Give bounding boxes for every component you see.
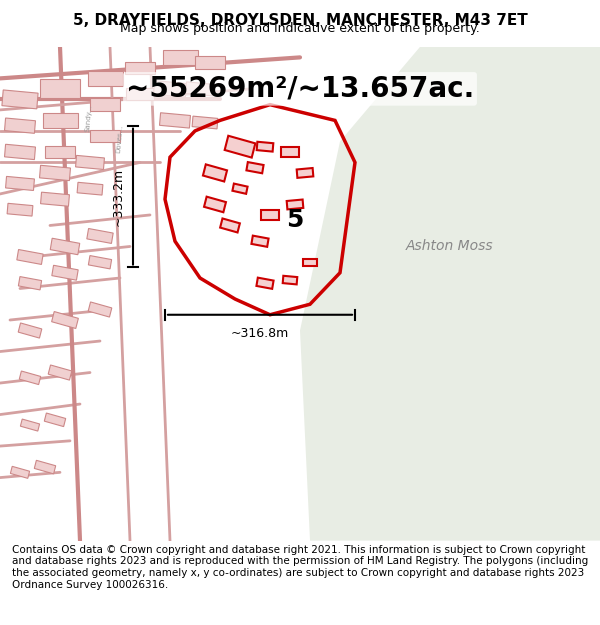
Bar bbox=[251, 236, 269, 247]
Bar bbox=[10, 466, 29, 478]
Bar bbox=[163, 49, 197, 65]
Bar bbox=[48, 365, 72, 380]
Bar bbox=[17, 249, 43, 264]
Bar bbox=[90, 98, 120, 111]
Bar bbox=[261, 210, 279, 219]
Bar bbox=[34, 460, 56, 474]
Bar bbox=[126, 88, 154, 100]
Text: 5: 5 bbox=[286, 208, 304, 232]
Bar bbox=[20, 419, 40, 431]
Bar bbox=[41, 192, 70, 206]
Bar bbox=[40, 165, 70, 181]
Bar bbox=[203, 164, 227, 181]
Bar bbox=[44, 413, 65, 427]
Bar bbox=[125, 62, 155, 74]
Bar bbox=[296, 168, 313, 178]
Bar bbox=[247, 162, 263, 173]
Bar bbox=[40, 79, 80, 98]
Bar bbox=[154, 81, 187, 97]
Bar bbox=[281, 148, 299, 157]
Bar bbox=[5, 144, 35, 159]
Bar bbox=[185, 82, 214, 96]
Bar bbox=[19, 371, 41, 384]
Bar bbox=[257, 142, 274, 152]
Bar bbox=[45, 146, 75, 158]
Bar bbox=[220, 219, 240, 232]
Bar bbox=[50, 238, 80, 255]
Text: ~316.8m: ~316.8m bbox=[231, 328, 289, 341]
Bar bbox=[18, 323, 42, 338]
Polygon shape bbox=[300, 47, 600, 541]
Bar bbox=[88, 256, 112, 269]
Bar bbox=[19, 277, 41, 290]
Bar bbox=[283, 276, 297, 284]
Bar bbox=[204, 197, 226, 212]
Bar bbox=[160, 112, 190, 128]
Bar bbox=[224, 136, 256, 158]
Text: Map shows position and indicative extent of the property.: Map shows position and indicative extent… bbox=[120, 22, 480, 35]
Bar bbox=[5, 176, 34, 191]
Bar bbox=[195, 56, 225, 69]
Text: 5, DRAYFIELDS, DROYLSDEN, MANCHESTER, M43 7ET: 5, DRAYFIELDS, DROYLSDEN, MANCHESTER, M4… bbox=[73, 13, 527, 28]
Bar bbox=[43, 112, 77, 128]
Text: Ashton Moss: Ashton Moss bbox=[406, 239, 494, 254]
Bar bbox=[192, 116, 218, 129]
Bar bbox=[287, 199, 304, 209]
Bar bbox=[87, 229, 113, 243]
Bar bbox=[90, 130, 120, 142]
Bar bbox=[76, 156, 104, 169]
Bar bbox=[52, 265, 78, 280]
Text: Sandy...: Sandy... bbox=[85, 104, 94, 132]
Bar bbox=[256, 278, 274, 289]
Bar bbox=[7, 203, 33, 216]
Bar bbox=[77, 182, 103, 195]
Bar bbox=[232, 184, 248, 194]
Text: ~333.2m: ~333.2m bbox=[112, 168, 125, 226]
Bar bbox=[5, 118, 35, 133]
Bar bbox=[88, 302, 112, 317]
Bar bbox=[88, 71, 122, 86]
Text: Doves...: Doves... bbox=[115, 124, 124, 153]
Bar bbox=[303, 259, 317, 266]
Bar bbox=[52, 311, 79, 329]
Text: ~55269m²/~13.657ac.: ~55269m²/~13.657ac. bbox=[126, 75, 474, 103]
Text: Contains OS data © Crown copyright and database right 2021. This information is : Contains OS data © Crown copyright and d… bbox=[12, 545, 588, 589]
Bar bbox=[2, 90, 38, 109]
